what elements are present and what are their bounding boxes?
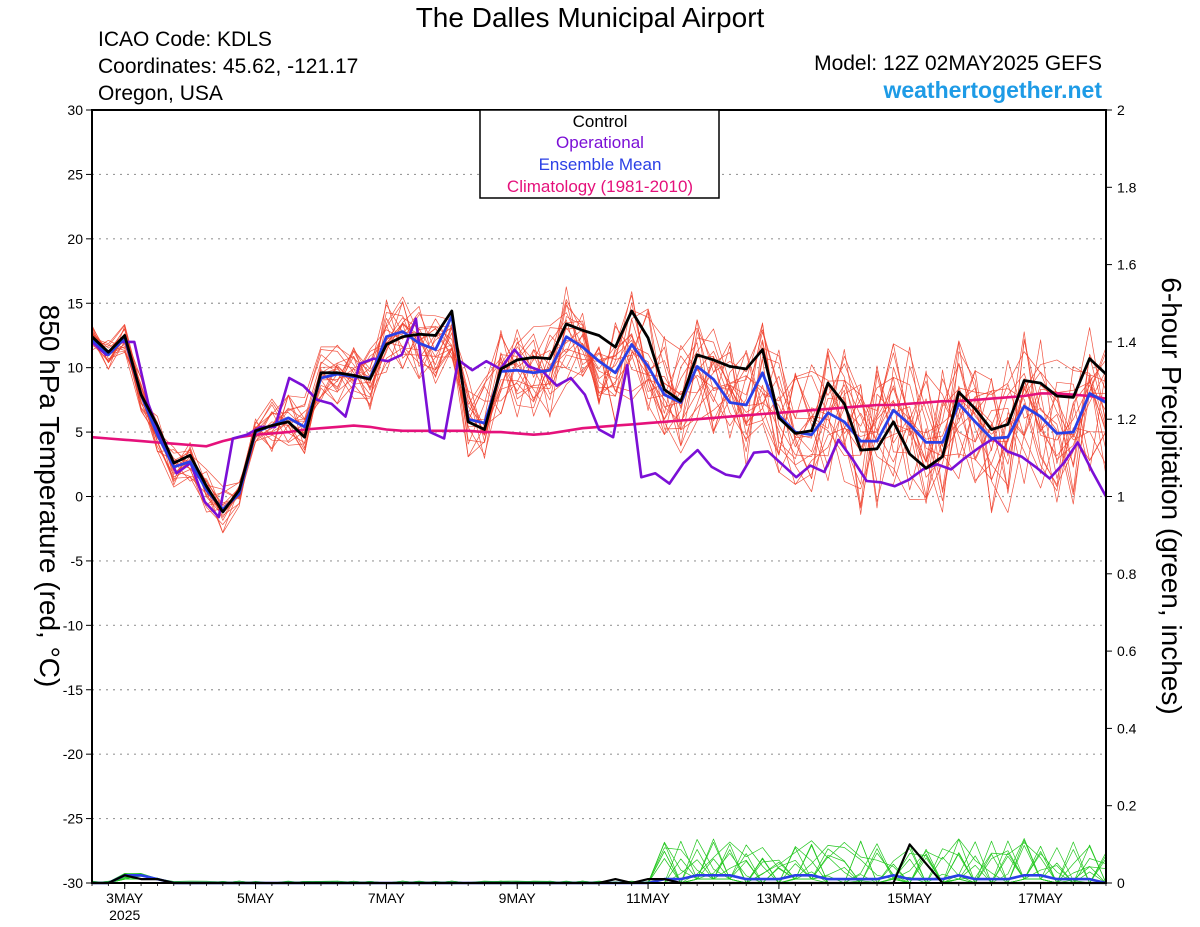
y2-tick-label: 1.2 — [1117, 411, 1137, 427]
icao-code: ICAO Code: KDLS — [98, 28, 272, 51]
legend: Control Operational Ensemble Mean Climat… — [479, 109, 720, 199]
x-tick-label: 7MAY — [368, 890, 406, 906]
x-tick-label: 3MAY — [106, 890, 144, 906]
y-axis-label: 850 hPa Temperature (red, °C) — [34, 305, 65, 688]
y2-tick-label: 1 — [1117, 489, 1125, 505]
tick-layer: 302520151050-5-10-15-20-25-3021.81.61.41… — [63, 102, 1137, 923]
ensemble-members-layer — [91, 286, 1107, 884]
y-tick-label: -30 — [63, 875, 83, 891]
y2-tick-label: 1.4 — [1117, 334, 1137, 350]
y2-tick-label: 1.6 — [1117, 257, 1137, 273]
y-tick-label: 0 — [75, 489, 83, 505]
y-tick-label: 15 — [67, 295, 83, 311]
x-tick-label: 5MAY — [237, 890, 275, 906]
y-tick-label: -10 — [63, 617, 83, 633]
x-tick-label: 9MAY — [499, 890, 537, 906]
y-tick-label: 5 — [75, 424, 83, 440]
precip-mean-line — [92, 873, 1107, 885]
y-tick-label: -15 — [63, 682, 83, 698]
legend-control: Control — [573, 112, 628, 131]
location: Oregon, USA — [98, 82, 223, 105]
x-tick-label: 13MAY — [756, 890, 802, 906]
ensemble-member-line — [91, 301, 1107, 513]
legend-ensemble-mean: Ensemble Mean — [539, 155, 662, 174]
y2-tick-label: 0.6 — [1117, 643, 1137, 659]
y-tick-label: -20 — [63, 746, 83, 762]
x-tick-label: 17MAY — [1018, 890, 1064, 906]
model-run: Model: 12Z 02MAY2025 GEFS — [814, 52, 1102, 75]
site-link[interactable]: weathertogether.net — [883, 77, 1102, 103]
legend-operational: Operational — [556, 133, 644, 152]
y2-tick-label: 0.2 — [1117, 798, 1137, 814]
y2-tick-label: 1.8 — [1117, 179, 1137, 195]
y-tick-label: 30 — [67, 102, 83, 118]
y-tick-label: -25 — [63, 811, 83, 827]
y-tick-label: 10 — [67, 360, 83, 376]
coordinates: Coordinates: 45.62, -121.17 — [98, 55, 359, 78]
grid-layer — [92, 173, 1106, 820]
x-tick-label: 15MAY — [887, 890, 933, 906]
control-line — [91, 309, 1107, 514]
y-tick-label: 20 — [67, 231, 83, 247]
ensemble-member-line — [91, 299, 1107, 513]
y-tick-label: -5 — [71, 553, 84, 569]
x-tick-sublabel: 2025 — [109, 907, 140, 923]
x-tick-label: 11MAY — [626, 890, 670, 906]
legend-climatology: Climatology (1981-2010) — [507, 177, 693, 196]
ensemble-member-line — [91, 319, 1107, 521]
legend-box — [479, 109, 720, 199]
y-tick-label: 25 — [67, 166, 83, 182]
chart-title: The Dalles Municipal Airport — [415, 2, 765, 33]
y2-tick-label: 0.4 — [1117, 720, 1137, 736]
operational-line — [91, 317, 1108, 519]
y2-tick-label: 0.8 — [1117, 566, 1137, 582]
ensemble-member-line — [91, 305, 1107, 533]
y2-tick-label: 2 — [1117, 102, 1125, 118]
y2-axis-label: 6-hour Precipitation (green, inches) — [1156, 277, 1187, 714]
y2-tick-label: 0 — [1117, 875, 1125, 891]
